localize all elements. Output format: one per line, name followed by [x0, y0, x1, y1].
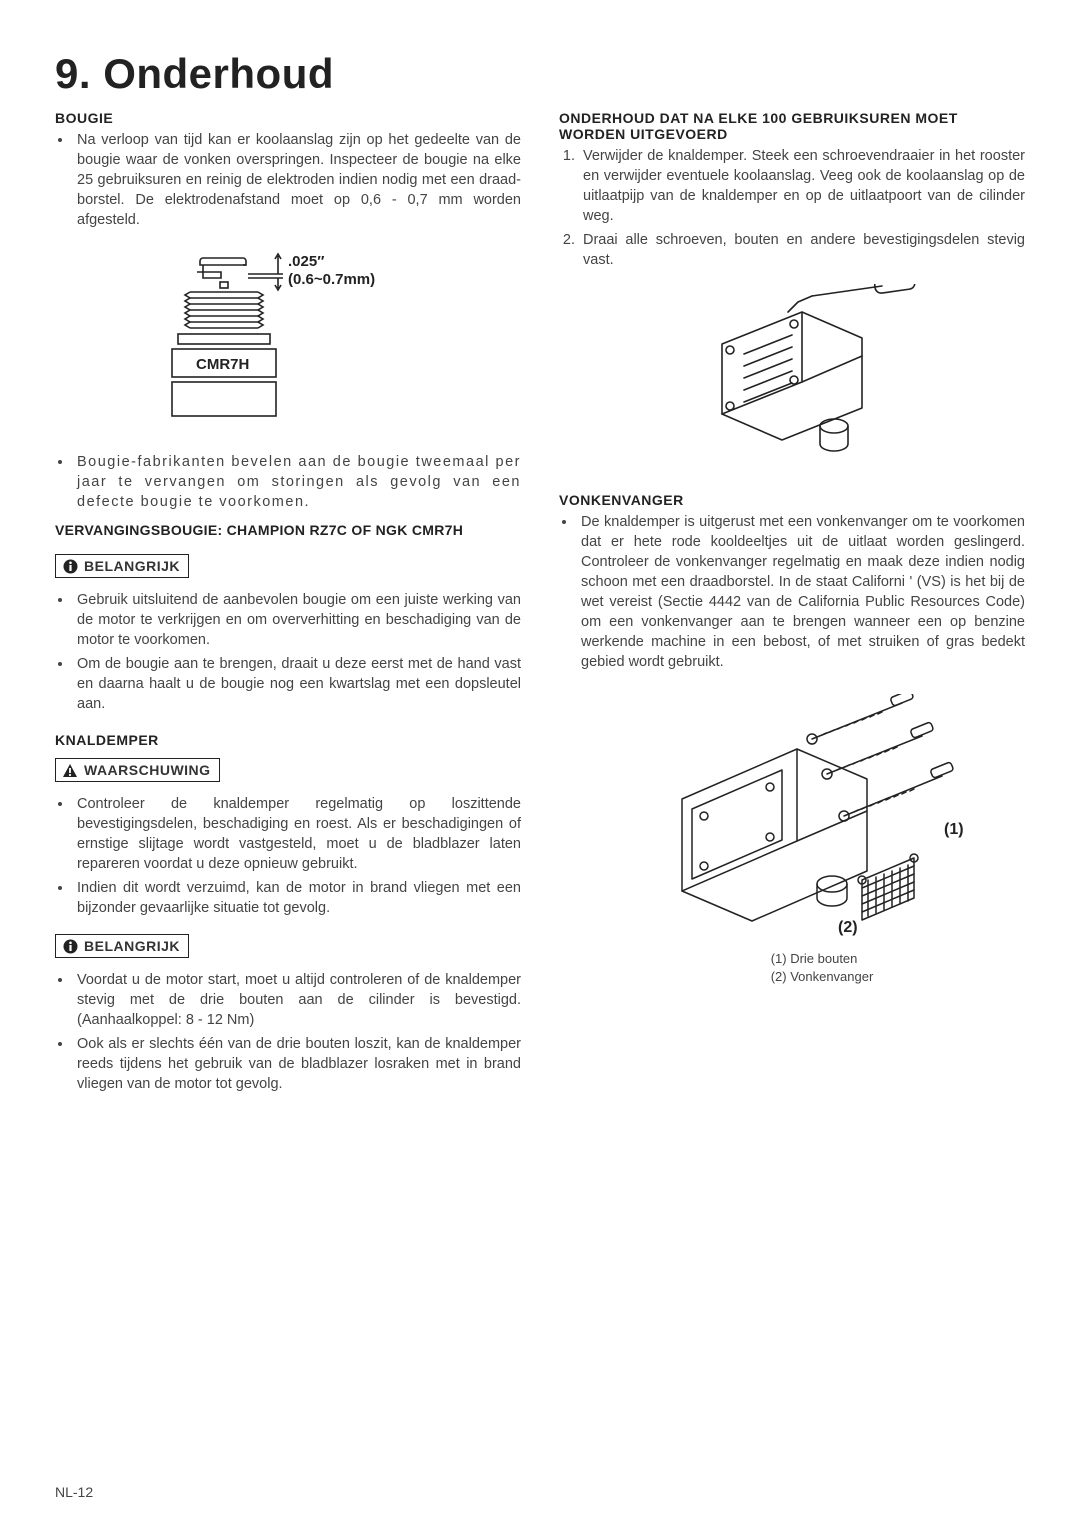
callout-waarschuwing: WAARSCHUWING	[55, 758, 220, 782]
section-heading-100h: ONDERHOUD DAT NA ELKE 100 GEBRUI­KSUREN …	[559, 110, 1025, 142]
spark-arrester-illustration: (1) (2)	[612, 694, 972, 944]
knaldemper-waarschuwing-list: Controleer de knaldemper regelmatig op l…	[55, 794, 521, 918]
gap-mm-label: (0.6~0.7mm)	[288, 271, 375, 288]
muffler-screwdriver-illustration	[662, 284, 922, 474]
replacement-plug-note: VERVANGINGSBOUGIE: CHAMPION RZ7C OF NGK …	[55, 522, 521, 538]
bougie-bullet-list-1: Na verloop van tijd kan er koolaanslag z…	[55, 130, 521, 230]
figure-caption-1: (1) Drie bouten	[771, 950, 874, 968]
spark-plug-illustration: .025″ (0.6~0.7mm) CMR7H	[148, 244, 428, 434]
right-column: ONDERHOUD DAT NA ELKE 100 GEBRUI­KSUREN …	[559, 110, 1025, 1104]
callout-label: WAARSCHUWING	[84, 762, 211, 778]
two-column-layout: BOUGIE Na verloop van tijd kan er koolaa…	[55, 110, 1025, 1104]
info-icon	[62, 938, 78, 954]
figure-muffler-screwdriver	[559, 284, 1025, 474]
list-item: Voordat u de motor start, moet u altijd …	[73, 970, 521, 1030]
figure-label-2: (2)	[838, 919, 858, 936]
list-item-text: Bougie-fabrikanten bevelen aan de bougie…	[77, 454, 521, 510]
figure-caption-block: (1) Drie bouten (2) Vonkenvanger	[771, 944, 874, 986]
page-number: NL-12	[55, 1484, 93, 1500]
figure-label-1: (1)	[944, 821, 964, 838]
callout-belangrijk-2: BELANGRIJK	[55, 934, 189, 958]
left-column: BOUGIE Na verloop van tijd kan er koolaa…	[55, 110, 521, 1104]
list-item: Gebruik uitsluitend de aanbevolen bougie…	[73, 590, 521, 650]
section-heading-knaldemper: KNALDEMPER	[55, 732, 521, 748]
list-item: Om de bougie aan te brengen, draait u de…	[73, 654, 521, 714]
bougie-belangrijk-list: Gebruik uitsluitend de aanbevolen bougie…	[55, 590, 521, 714]
callout-label: BELANGRIJK	[84, 558, 180, 574]
callout-label: BELANGRIJK	[84, 938, 180, 954]
list-item: Bougie-fabrikanten bevelen aan de bougie…	[73, 452, 521, 512]
figure-spark-arrester: (1) (2) (1) Drie bouten (2) Vonkenvanger	[559, 694, 1025, 986]
figure-caption-2: (2) Vonkenvanger	[771, 968, 874, 986]
list-item: Na verloop van tijd kan er koolaanslag z…	[73, 130, 521, 230]
info-icon	[62, 558, 78, 574]
document-page: 9. Onderhoud BOUGIE Na verloop van tijd …	[0, 0, 1080, 1526]
list-item: Controleer de knaldemper regelmatig op l…	[73, 794, 521, 874]
vonkenvanger-bullet-list: De knaldemper is uitgerust met een vonke…	[559, 512, 1025, 672]
figure-spark-plug: .025″ (0.6~0.7mm) CMR7H	[55, 244, 521, 434]
warning-icon	[62, 762, 78, 778]
knaldemper-belangrijk-list: Voordat u de motor start, moet u altijd …	[55, 970, 521, 1094]
list-item: Indien dit wordt verzuimd, kan de motor …	[73, 878, 521, 918]
bougie-bullet-list-2: Bougie-fabrikanten bevelen aan de bougie…	[55, 452, 521, 512]
chapter-title: 9. Onderhoud	[55, 50, 1025, 98]
onderhoud100-list: Verwijder de knaldemper. Steek een schro…	[559, 146, 1025, 270]
section-heading-vonkenvanger: VONKENVANGER	[559, 492, 1025, 508]
section-heading-bougie: BOUGIE	[55, 110, 521, 126]
plug-model-label: CMR7H	[196, 356, 249, 373]
list-item: Ook als er slechts één van de drie boute…	[73, 1034, 521, 1094]
gap-inches-label: .025″	[288, 253, 324, 270]
list-item: Draai alle schroeven, bouten en andere b…	[579, 230, 1025, 270]
list-item: De knaldemper is uitgerust met een vonke…	[577, 512, 1025, 672]
callout-belangrijk-1: BELANGRIJK	[55, 554, 189, 578]
list-item: Verwijder de knaldemper. Steek een schro…	[579, 146, 1025, 226]
